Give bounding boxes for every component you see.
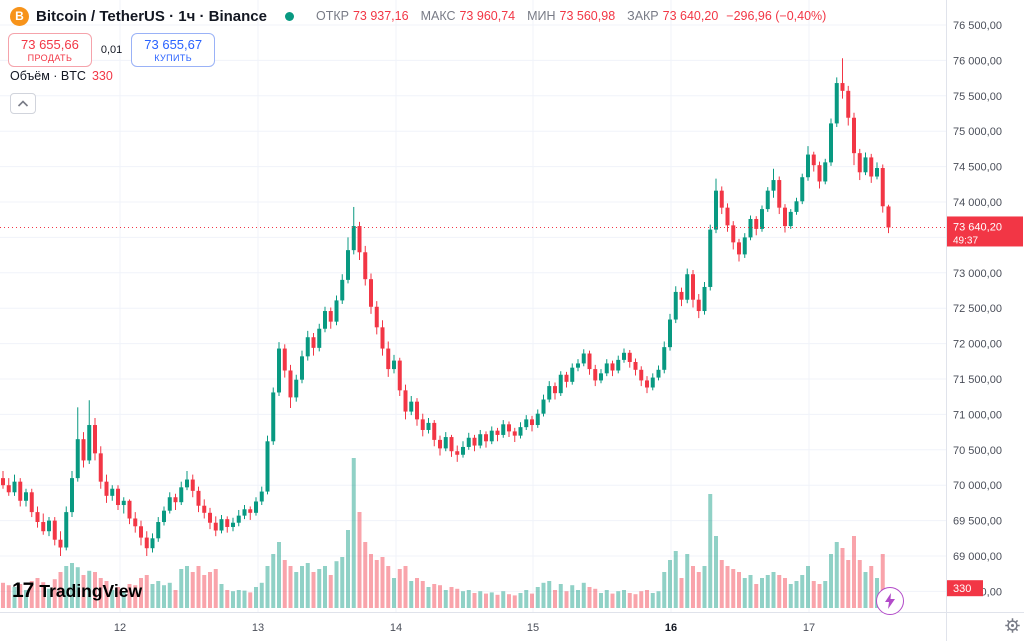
svg-text:75 500,00: 75 500,00 bbox=[953, 91, 1002, 103]
svg-text:72 000,00: 72 000,00 bbox=[953, 339, 1002, 351]
open-value: 73 937,16 bbox=[352, 9, 409, 23]
svg-text:13: 13 bbox=[252, 622, 264, 634]
ohlc-values: ОТКР 73 937,16 МАКС 73 960,74 МИН 73 560… bbox=[304, 9, 826, 23]
sell-label: ПРОДАТЬ bbox=[27, 52, 73, 63]
svg-text:15: 15 bbox=[527, 622, 539, 634]
open-label: ОТКР bbox=[315, 9, 349, 23]
lightning-bolt-icon bbox=[885, 593, 895, 609]
svg-text:70 500,00: 70 500,00 bbox=[953, 445, 1002, 457]
collapse-pane-button[interactable] bbox=[10, 93, 36, 114]
trade-panel: 73 655,66 ПРОДАТЬ 0,01 73 655,67 КУПИТЬ bbox=[8, 33, 216, 68]
svg-text:17: 17 bbox=[803, 622, 815, 634]
svg-text:330: 330 bbox=[953, 583, 971, 595]
chevron-up-icon bbox=[17, 99, 29, 107]
svg-text:73 640,20: 73 640,20 bbox=[953, 221, 1002, 233]
volume-indicator-value: 330 bbox=[91, 69, 113, 83]
sell-button[interactable]: 73 655,66 ПРОДАТЬ bbox=[8, 33, 92, 68]
svg-text:76 500,00: 76 500,00 bbox=[953, 20, 1002, 32]
low-value: 73 560,98 bbox=[559, 9, 616, 23]
high-value: 73 960,74 bbox=[459, 9, 516, 23]
svg-text:69 000,00: 69 000,00 bbox=[953, 551, 1002, 563]
axis-settings-button[interactable] bbox=[1002, 615, 1022, 635]
last-price-badge: 73 640,20 49:37 bbox=[947, 216, 1023, 247]
high-label: МАКС bbox=[420, 9, 456, 23]
volume-value-badge: 330 bbox=[947, 580, 983, 597]
candles bbox=[1, 58, 891, 556]
grid-lines bbox=[0, 0, 946, 612]
svg-text:74 500,00: 74 500,00 bbox=[953, 162, 1002, 174]
svg-text:16: 16 bbox=[665, 622, 677, 634]
change-value: −296,96 (−0,40%) bbox=[726, 9, 827, 23]
tradingview-logo-icon: 17 bbox=[12, 579, 34, 602]
gear-icon bbox=[1004, 617, 1020, 633]
buy-price: 73 655,67 bbox=[144, 37, 203, 52]
tradingview-logo-text: TradingView bbox=[39, 580, 143, 601]
buy-label: КУПИТЬ bbox=[154, 52, 193, 63]
svg-text:14: 14 bbox=[390, 622, 402, 634]
volume-indicator-legend[interactable]: Объём · BTC 330 bbox=[10, 69, 113, 83]
svg-text:76 000,00: 76 000,00 bbox=[953, 55, 1002, 67]
svg-text:71 000,00: 71 000,00 bbox=[953, 409, 1002, 421]
symbol-title[interactable]: Bitcoin / TetherUS · 1ч · Binance bbox=[36, 7, 267, 25]
tradingview-logo[interactable]: 17 TradingView bbox=[12, 579, 142, 603]
btc-icon: B bbox=[10, 6, 29, 26]
chart-legend: B Bitcoin / TetherUS · 1ч · Binance ОТКР… bbox=[10, 5, 826, 27]
svg-text:74 000,00: 74 000,00 bbox=[953, 197, 1002, 209]
market-status-icon[interactable] bbox=[284, 11, 294, 21]
sell-price: 73 655,66 bbox=[21, 37, 79, 52]
buy-button[interactable]: 73 655,67 КУПИТЬ bbox=[131, 33, 216, 68]
svg-text:73 000,00: 73 000,00 bbox=[953, 268, 1002, 280]
spread-value: 0,01 bbox=[100, 44, 123, 57]
svg-text:12: 12 bbox=[114, 622, 126, 634]
low-label: МИН bbox=[527, 9, 556, 23]
time-axis[interactable] bbox=[0, 612, 1024, 641]
close-label: ЗАКР bbox=[627, 9, 659, 23]
time-axis-labels: 12 13 14 15 16 17 bbox=[114, 622, 815, 634]
close-value: 73 640,20 bbox=[662, 9, 719, 23]
quick-trade-button[interactable] bbox=[876, 587, 904, 615]
price-axis[interactable] bbox=[946, 0, 1024, 641]
svg-text:72 500,00: 72 500,00 bbox=[953, 303, 1002, 315]
svg-text:70 000,00: 70 000,00 bbox=[953, 480, 1002, 492]
volume-indicator-label: Объём · BTC bbox=[10, 69, 86, 83]
svg-text:69 500,00: 69 500,00 bbox=[953, 516, 1002, 528]
svg-text:71 500,00: 71 500,00 bbox=[953, 374, 1002, 386]
svg-text:75 000,00: 75 000,00 bbox=[953, 126, 1002, 138]
svg-text:49:37: 49:37 bbox=[953, 235, 978, 246]
